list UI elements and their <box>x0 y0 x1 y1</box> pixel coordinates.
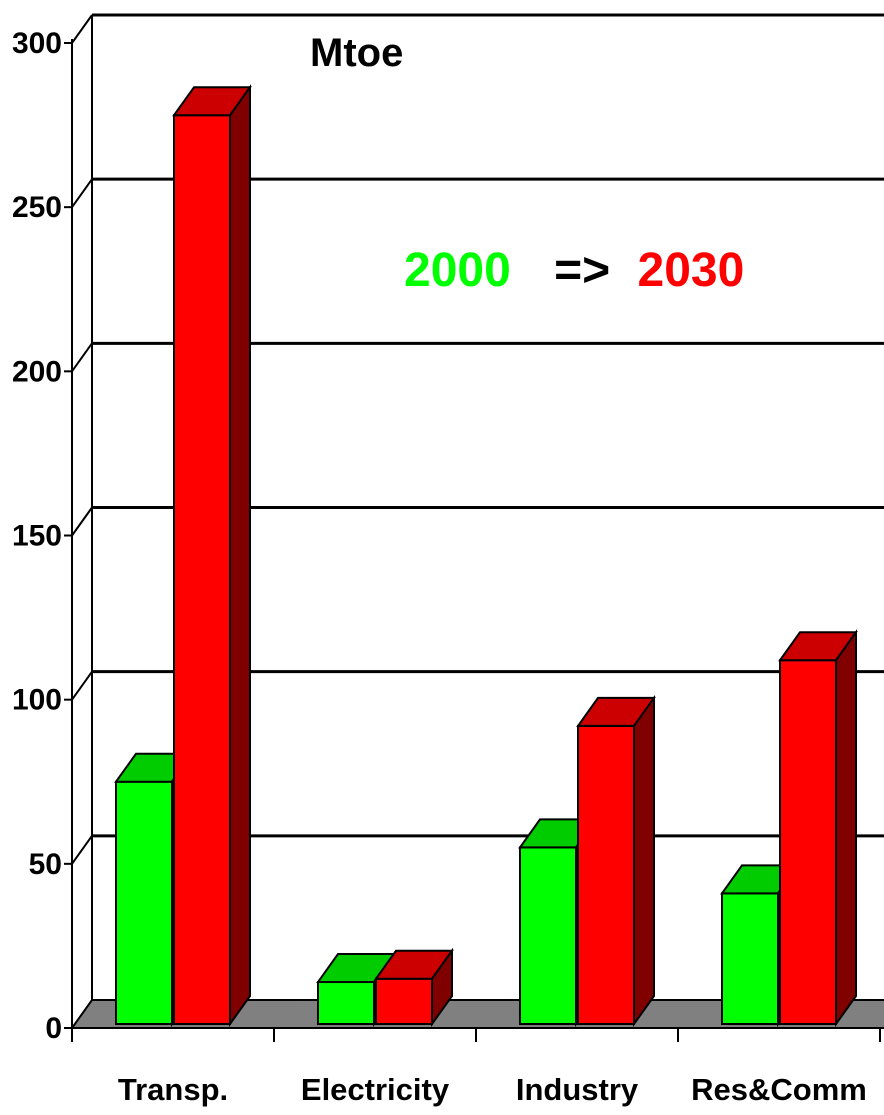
y-tick-label: 250 <box>12 191 62 224</box>
gridline-depth <box>71 178 93 208</box>
y-tick-label: 300 <box>12 27 62 60</box>
bars <box>114 84 858 1028</box>
bar <box>576 694 656 1028</box>
bar-side <box>633 694 655 1028</box>
x-axis: Transp. Electricity Industry Res&Comm <box>71 1027 884 1107</box>
gridline-depth <box>71 506 93 537</box>
x-tick-label: Res&Comm <box>691 1072 867 1107</box>
legend: 2000 => 2030 <box>404 244 744 297</box>
bar-front <box>317 981 375 1025</box>
bar-front <box>519 846 577 1026</box>
bar <box>374 947 454 1028</box>
bar-front <box>779 659 837 1025</box>
y-axis: 0 50 100 150 200 250 300 <box>12 27 73 1045</box>
bar-side <box>835 629 857 1028</box>
bar-front <box>115 780 173 1025</box>
x-tick-label: Electricity <box>301 1072 450 1107</box>
bar-front <box>375 977 433 1025</box>
bar-front <box>173 114 231 1025</box>
x-tick-label: Industry <box>516 1072 639 1107</box>
x-tick-label: Transp. <box>118 1072 228 1107</box>
y-tick-label: 50 <box>29 848 62 881</box>
gridline-depth <box>71 14 93 44</box>
bar-front <box>577 724 635 1026</box>
legend-series-2000: 2000 <box>404 244 511 297</box>
y-tick-label: 150 <box>12 520 62 553</box>
legend-series-2030: 2030 <box>638 244 745 297</box>
bar-side <box>431 947 453 1028</box>
bar-side <box>229 84 251 1028</box>
y-tick-label: 0 <box>45 1012 62 1045</box>
gridline-depth <box>71 342 93 372</box>
bar <box>172 84 252 1028</box>
unit-label: Mtoe <box>310 31 403 75</box>
bar <box>778 629 858 1028</box>
legend-arrow: => <box>554 244 610 297</box>
bar-front <box>721 892 779 1026</box>
y-tick-label: 200 <box>12 355 62 388</box>
y-tick-label: 100 <box>12 684 62 717</box>
gridline-depth <box>71 671 93 701</box>
gridline-depth <box>71 835 93 865</box>
